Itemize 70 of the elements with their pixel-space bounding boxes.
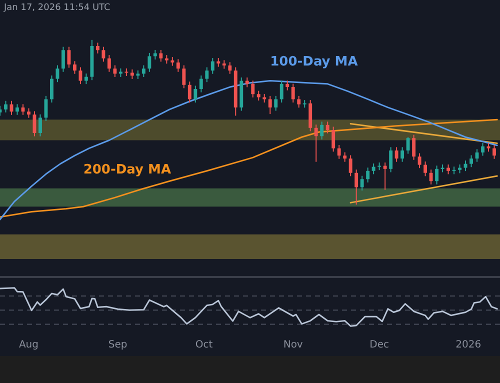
candlestick	[159, 49, 163, 62]
x-tick-label: Oct	[195, 340, 213, 351]
candlestick	[210, 58, 214, 74]
series-label: 200-Day MA	[83, 162, 172, 178]
candlestick	[228, 62, 232, 74]
candlestick	[245, 76, 249, 88]
candlestick	[4, 100, 8, 113]
candlestick	[27, 108, 30, 118]
candlestick	[389, 146, 393, 173]
candlestick	[199, 75, 203, 93]
candlestick	[188, 81, 192, 104]
candlestick	[348, 154, 352, 177]
candlestick	[394, 146, 398, 162]
candlestick	[314, 124, 318, 162]
candlestick	[72, 60, 76, 74]
candlestick	[360, 175, 364, 192]
candlestick	[50, 75, 54, 104]
candlestick	[326, 121, 330, 134]
candlestick	[84, 73, 88, 85]
candlestick	[113, 64, 117, 78]
candlestick	[366, 167, 370, 183]
candlestick	[205, 66, 209, 83]
candlestick	[194, 85, 198, 104]
candlestick	[102, 46, 106, 62]
x-tick-label: 2026	[456, 340, 482, 351]
candlestick	[343, 152, 347, 162]
candlestick	[424, 161, 428, 177]
candlestick	[16, 104, 19, 116]
candlestick	[383, 162, 387, 190]
candlestick	[182, 64, 186, 89]
candlestick	[268, 95, 272, 115]
candlestick	[291, 83, 295, 104]
candlestick	[435, 165, 439, 185]
candlestick	[61, 46, 65, 72]
series-label: 100-Day MA	[270, 54, 358, 70]
x-tick-label: Sep	[108, 340, 128, 351]
candlestick	[148, 52, 152, 72]
candlestick	[446, 164, 450, 175]
candlestick	[412, 134, 416, 160]
x-tick-label: Nov	[283, 340, 303, 351]
candlestick	[481, 142, 484, 156]
candlestick	[354, 169, 358, 206]
x-tick-label: Aug	[18, 340, 38, 351]
candlestick	[470, 154, 473, 168]
candlestick	[332, 126, 336, 152]
candlestick	[256, 90, 260, 102]
candlestick	[176, 58, 180, 72]
candlestick	[429, 169, 433, 185]
candlestick	[337, 144, 341, 160]
x-tick-label: Dec	[370, 340, 389, 351]
candlestick	[492, 144, 496, 160]
candlestick	[78, 66, 82, 85]
candlestick	[274, 95, 278, 112]
candlestick	[400, 146, 404, 162]
candlestick	[130, 68, 134, 80]
candlestick	[38, 114, 42, 137]
candlestick	[286, 80, 290, 91]
candlestick	[320, 121, 324, 140]
candlestick	[56, 64, 60, 83]
candlestick	[142, 64, 146, 78]
candlestick	[107, 54, 111, 72]
candlestick	[67, 46, 71, 68]
candlestick	[297, 95, 301, 108]
candlestick	[280, 80, 284, 104]
candlestick	[372, 162, 376, 175]
candlestick	[96, 42, 100, 54]
text: Jan 17, 2026 11:54 UTC	[3, 2, 110, 13]
candlestick	[406, 136, 410, 154]
candlestick	[418, 152, 422, 169]
candlestick	[251, 80, 255, 98]
